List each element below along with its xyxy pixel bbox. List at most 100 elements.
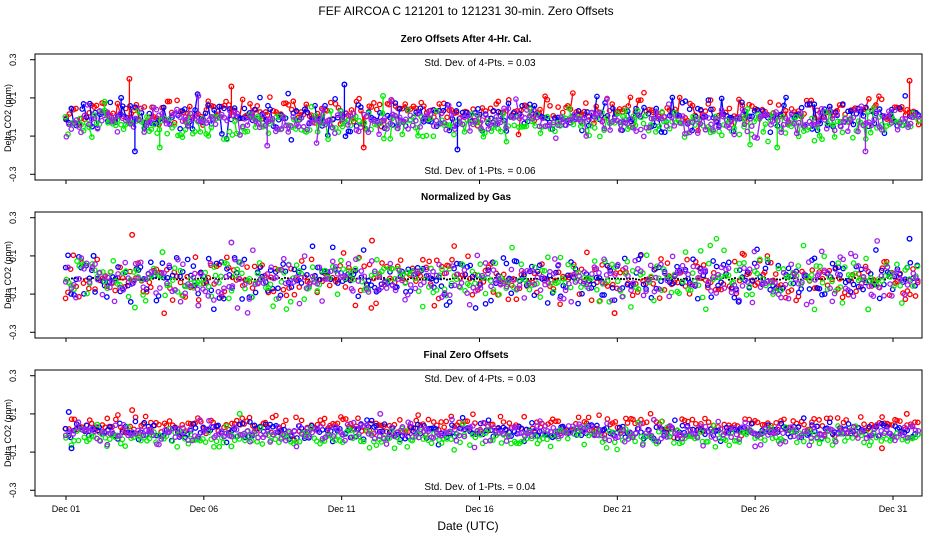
y-tick-label: 0.3	[8, 53, 18, 66]
mean-point	[443, 277, 445, 279]
data-point	[903, 297, 907, 301]
data-point	[369, 306, 373, 310]
panel-final-zero-offsets: Final Zero Offsets Std. Dev. of 4-Pts. =…	[3, 350, 922, 514]
data-point	[849, 251, 853, 255]
data-point	[185, 257, 189, 261]
data-point	[742, 266, 746, 270]
y-tick-label: 0.1	[8, 92, 18, 105]
data-point	[598, 134, 602, 138]
data-point	[310, 265, 314, 269]
data-point	[483, 261, 487, 265]
mean-point	[284, 277, 286, 279]
data-point	[439, 420, 443, 424]
data-point	[804, 302, 808, 306]
data-point	[740, 284, 744, 288]
data-point	[659, 257, 663, 261]
figure-title: FEF AIRCOA C 121201 to 121231 30-min. Ze…	[318, 4, 613, 18]
data-point	[398, 418, 402, 422]
x-tick-label: Dec 11	[328, 504, 356, 514]
data-point	[514, 297, 518, 301]
data-point	[175, 445, 179, 449]
data-point	[328, 283, 332, 287]
data-point	[642, 134, 646, 138]
data-point	[898, 419, 902, 423]
data-point	[548, 104, 552, 108]
data-point	[812, 307, 816, 311]
data-point	[292, 293, 296, 297]
data-point	[242, 106, 246, 110]
data-point	[374, 443, 378, 447]
data-point	[737, 261, 741, 265]
y-tick-label: -0.1	[8, 128, 18, 144]
data-point	[830, 299, 834, 303]
data-point	[704, 307, 708, 311]
data-point	[630, 293, 634, 297]
data-point	[240, 271, 244, 275]
data-point	[252, 264, 256, 268]
data-point	[499, 441, 503, 445]
data-point	[615, 447, 619, 451]
data-point	[478, 262, 482, 266]
data-point	[405, 445, 409, 449]
data-point	[853, 254, 857, 258]
data-point	[356, 294, 360, 298]
y-tick-label: -0.3	[8, 483, 18, 499]
data-point	[781, 431, 785, 435]
data-point	[850, 436, 854, 440]
series-segment	[761, 116, 762, 117]
data-point	[504, 261, 508, 265]
data-point	[240, 297, 244, 301]
data-point	[593, 126, 597, 130]
data-point	[320, 299, 324, 303]
data-point	[483, 302, 487, 306]
data-point	[875, 239, 879, 243]
data-point	[170, 298, 174, 302]
data-point	[851, 282, 855, 286]
data-point	[576, 415, 580, 419]
data-point	[625, 259, 629, 263]
data-point	[683, 250, 687, 254]
data-point	[372, 101, 376, 105]
mean-point	[620, 278, 622, 280]
panel-title: Zero Offsets After 4-Hr. Cal.	[401, 34, 532, 45]
data-point	[452, 244, 456, 248]
data-point	[558, 302, 562, 306]
data-point	[300, 259, 304, 263]
data-point	[100, 292, 104, 296]
y-tick-label: -0.1	[8, 444, 18, 460]
mean-point	[734, 277, 736, 279]
data-point	[830, 261, 834, 265]
data-point	[213, 273, 217, 277]
data-point	[66, 253, 70, 257]
data-point	[913, 294, 917, 298]
data-point	[687, 107, 691, 111]
data-point	[467, 303, 471, 307]
data-point	[750, 124, 754, 128]
data-point	[556, 105, 560, 109]
data-point	[343, 285, 347, 289]
data-point	[616, 279, 620, 283]
x-tick-label: Dec 21	[603, 504, 632, 514]
data-point	[207, 256, 211, 260]
data-point	[774, 421, 778, 425]
y-tick-label: 0.1	[8, 408, 18, 421]
data-point	[284, 418, 288, 422]
data-point	[489, 279, 493, 283]
data-point	[219, 274, 223, 278]
data-point	[585, 250, 589, 254]
data-point	[309, 257, 313, 261]
data-point	[605, 417, 609, 421]
data-point	[288, 300, 292, 304]
data-point	[93, 290, 97, 294]
data-point	[452, 132, 456, 136]
data-point	[160, 261, 164, 265]
panel-normalized-by-gas: Normalized by Gas Delta CO2 (ppm) 0.30.1…	[3, 192, 922, 342]
data-point	[227, 296, 231, 300]
data-point	[105, 295, 109, 299]
data-point	[341, 251, 345, 255]
data-point	[76, 438, 80, 442]
data-point	[729, 435, 733, 439]
data-point	[673, 418, 677, 422]
mean-point	[632, 277, 634, 279]
data-point	[206, 284, 210, 288]
